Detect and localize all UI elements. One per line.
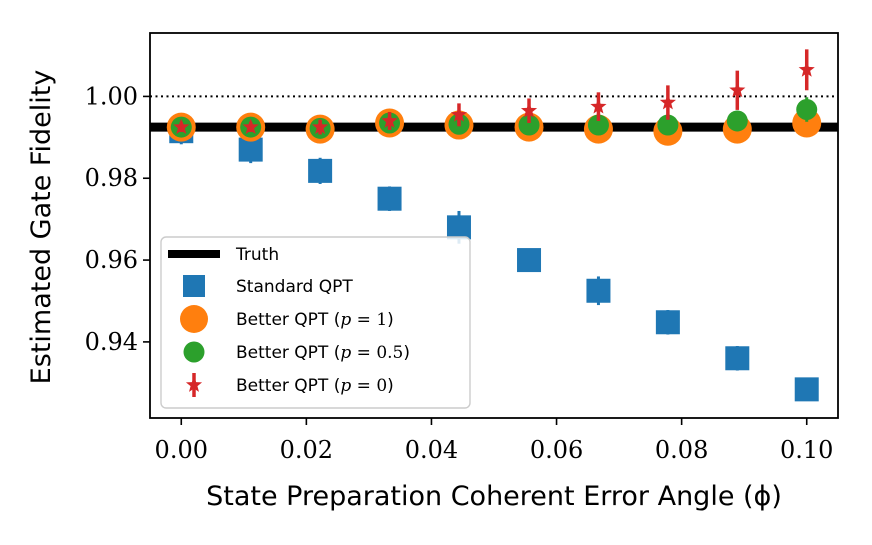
data-point [794, 377, 819, 402]
x-axis-label: State Preparation Coherent Error Angle (… [206, 481, 782, 512]
legend-entry: Better QPT (p = 1) [180, 305, 394, 333]
x-tick-label: 0.06 [530, 436, 583, 464]
data-point [729, 81, 746, 98]
data-point [798, 61, 815, 77]
data-point [446, 215, 471, 240]
x-tick-label: 0.04 [405, 436, 458, 464]
axes: 0.00 0.02 0.04 0.06 0.08 0.10 0.94 0.96 0.98 1.00 [85, 32, 839, 464]
data-point [308, 158, 333, 183]
y-tick-label: 1.00 [85, 82, 138, 110]
data-point [796, 99, 818, 121]
legend-label: Better QPT (p = 1) [236, 310, 394, 330]
axes-frame [149, 32, 839, 419]
legend-entry: Standard QPT [183, 275, 353, 297]
data-point [450, 106, 468, 122]
y-tick-label: 0.94 [85, 328, 138, 356]
data-point [657, 114, 679, 136]
data-point [655, 310, 680, 335]
legend-circle-marker [180, 305, 208, 333]
legend-label: Standard QPT [236, 277, 353, 297]
legend-square-marker [183, 275, 205, 297]
legend-box [160, 236, 471, 409]
data-point [517, 248, 542, 273]
data-point [173, 118, 190, 134]
x-tick-label: 0.10 [780, 436, 833, 464]
data-point [242, 118, 259, 134]
y-tick-label: 0.98 [85, 164, 138, 192]
legend-label: Better QPT (p = 0) [236, 376, 394, 396]
series-4 [173, 49, 815, 135]
x-tick-label: 0.02 [280, 436, 333, 464]
data-point [312, 118, 329, 134]
legend-entry: Better QPT (p = 0) [185, 373, 394, 397]
legend-label: Truth [235, 245, 279, 265]
legend: Truth Standard QPT Better QPT (p = 1) Bette… [160, 236, 471, 409]
data-point [586, 278, 611, 303]
data-point [587, 114, 609, 136]
data-point [590, 98, 607, 114]
data-point [518, 114, 540, 136]
data-point [659, 94, 676, 110]
data-point [726, 110, 748, 132]
plot-area [150, 49, 838, 402]
legend-label: Better QPT (p = 0.5) [236, 343, 410, 363]
x-tick-label: 0.00 [155, 436, 208, 464]
legend-star-marker [185, 376, 203, 392]
legend-circle-marker [183, 341, 205, 363]
data-point [377, 186, 402, 211]
data-point [725, 346, 750, 371]
data-point [381, 112, 398, 128]
plot-marks [150, 49, 838, 402]
data-point [238, 137, 263, 162]
series-3 [170, 97, 818, 139]
legend-entry: Truth [168, 245, 279, 265]
data-point [520, 102, 538, 118]
legend-entry: Better QPT (p = 0.5) [183, 341, 410, 363]
x-tick-label: 0.08 [655, 436, 708, 464]
y-axis-label: Estimated Gate Fidelity [26, 70, 57, 385]
y-tick-label: 0.96 [85, 246, 138, 274]
